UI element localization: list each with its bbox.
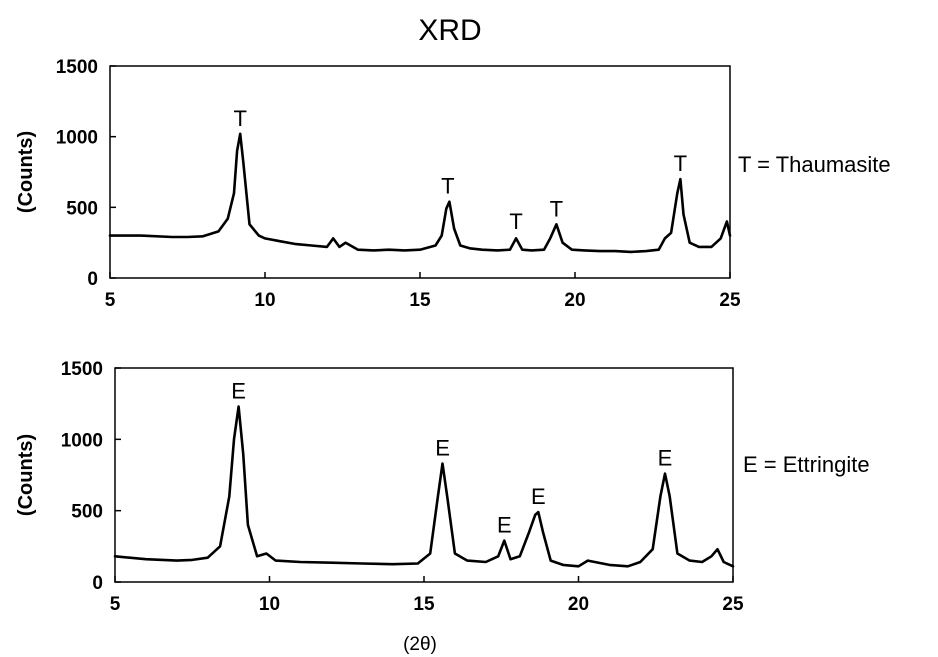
x-tick-label: 5 [110,594,121,615]
xrd-trace-thaumasite [108,132,732,254]
axis-ticks: 5 10 15 20 25 0 500 1000 1500 [56,57,741,311]
x-tick-label: 25 [719,290,741,311]
peak-label: T [509,209,522,234]
x-tick-label: 20 [568,594,589,615]
x-tick-label: 10 [254,290,275,311]
y-tick-label: 500 [66,198,98,219]
y-axis-label: (Counts) [15,434,37,516]
peak-labels: T T T T T [233,106,687,234]
y-axis-label: (Counts) [15,131,37,213]
x-tick-label: 10 [259,594,280,615]
x-tick-label: 20 [564,290,585,311]
legend-thaumasite: T = Thaumasite [738,152,891,177]
peak-label: E [658,446,673,471]
plot-frame [114,367,734,583]
peak-label: E [231,379,246,404]
xrd-trace-ettringite [113,405,735,568]
legend-ettringite: E = Ettringite [743,452,870,477]
peak-label: T [674,151,687,176]
peak-label: T [233,106,246,131]
x-tick-label: 25 [722,594,744,615]
peak-label: T [441,174,454,199]
x-tick-label: 15 [409,290,431,311]
y-tick-label: 1500 [61,359,103,380]
x-axis-label: (2θ) [403,634,437,655]
peak-label: E [435,436,450,461]
y-tick-label: 0 [87,269,98,290]
y-tick-label: 500 [71,502,103,523]
x-tick-label: 15 [413,594,435,615]
y-tick-label: 1500 [56,57,98,78]
plot-frame [109,65,731,279]
y-tick-label: 1000 [61,430,103,451]
ettringite-panel: (Counts) E = Ettringite 5 10 15 20 25 0 500 100… [15,359,870,615]
peak-label: E [497,513,512,538]
y-tick-label: 0 [92,573,103,594]
peak-label: T [550,196,563,221]
x-tick-label: 5 [105,290,116,311]
y-tick-label: 1000 [56,128,98,149]
axis-ticks: 5 10 15 20 25 0 500 1000 1500 [61,359,744,615]
thaumasite-panel: (Counts) T = Thaumasite 5 10 15 20 25 0 500 100… [15,57,891,311]
peak-label: E [531,484,546,509]
chart-title: XRD [418,14,481,47]
